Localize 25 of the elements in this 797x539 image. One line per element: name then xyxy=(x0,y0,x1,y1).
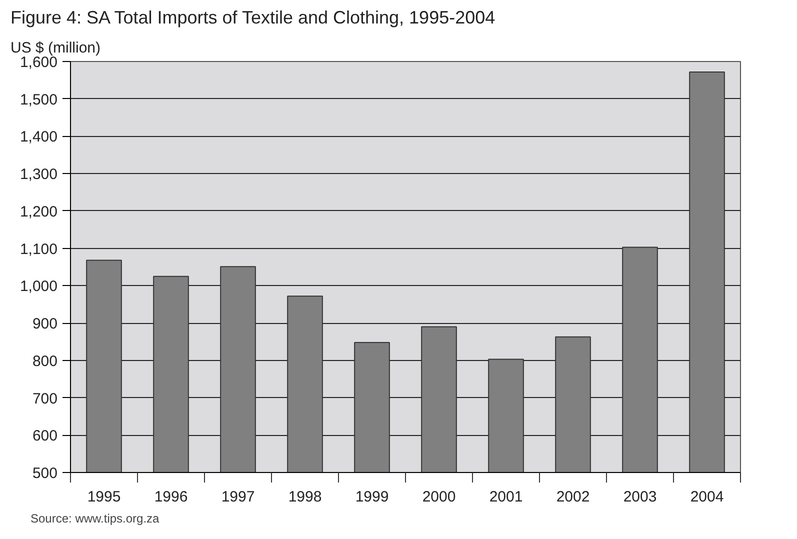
y-axis-title: US $ (million) xyxy=(10,40,101,56)
chart-title: Figure 4: SA Total Imports of Textile and Clothing, 1995-2004 xyxy=(10,8,496,28)
x-tick-label: 2001 xyxy=(489,488,523,506)
y-tick-label: 800 xyxy=(32,352,58,370)
y-tick-label: 1,100 xyxy=(20,240,58,258)
y-tick-label: 1,400 xyxy=(20,128,58,146)
y-tick-label: 1,200 xyxy=(20,203,58,220)
y-tick-label: 500 xyxy=(32,465,58,482)
x-tick-label: 1999 xyxy=(355,488,389,506)
x-tick-label: 2000 xyxy=(422,488,456,506)
y-tick-label: 700 xyxy=(32,390,58,408)
y-tick-label: 600 xyxy=(32,428,58,445)
source-note: Source: www.tips.org.za xyxy=(30,512,160,526)
x-tick-label: 1997 xyxy=(221,488,255,506)
x-tick-label: 1996 xyxy=(154,488,188,506)
x-tick-label: 2003 xyxy=(623,488,657,506)
x-tick-label: 1998 xyxy=(288,488,322,506)
y-tick-label: 1,000 xyxy=(20,278,58,296)
y-tick-label: 900 xyxy=(32,316,58,333)
y-tick-label: 1,600 xyxy=(20,54,58,71)
y-tick-label: 1,500 xyxy=(20,91,58,108)
x-tick-label: 2004 xyxy=(690,488,724,506)
y-tick-label: 1,300 xyxy=(20,166,58,184)
x-tick-label: 2002 xyxy=(556,488,590,506)
x-tick-label: 1995 xyxy=(87,488,121,506)
